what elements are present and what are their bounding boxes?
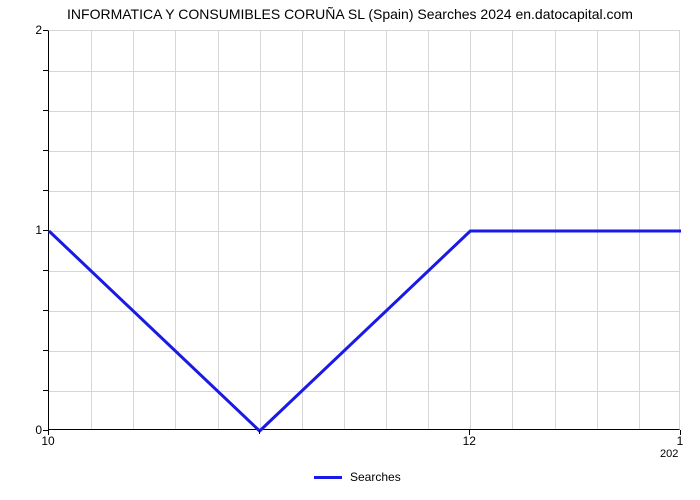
x-tick-label: 10 [41,434,54,448]
y-tick-label: 2 [18,23,42,37]
x-tick-label: 12 [463,434,476,448]
y-tick-label: 1 [18,223,42,237]
y-minor-tick [43,70,48,71]
legend: Searches [314,470,401,484]
y-minor-tick [43,350,48,351]
y-minor-tick [43,110,48,111]
series-line [49,31,681,431]
chart-container: INFORMATICA Y CONSUMIBLES CORUÑA SL (Spa… [0,0,700,500]
y-minor-tick [43,30,48,31]
x-tick-mark [48,430,49,435]
y-minor-tick [43,150,48,151]
y-minor-tick [43,270,48,271]
chart-title: INFORMATICA Y CONSUMIBLES CORUÑA SL (Spa… [0,6,700,22]
legend-swatch [314,476,342,479]
y-tick-label: 0 [18,423,42,437]
x-tick-label: 1 [677,434,684,448]
x-axis-sublabel: 202 [660,448,678,460]
y-minor-tick [43,390,48,391]
x-tick-mark [680,430,681,435]
x-tick-mark [469,430,470,435]
plot-area [48,30,680,430]
y-minor-tick [43,230,48,231]
y-minor-tick [43,190,48,191]
y-minor-tick [43,310,48,311]
legend-label: Searches [350,470,401,484]
x-minor-tick [259,430,260,434]
